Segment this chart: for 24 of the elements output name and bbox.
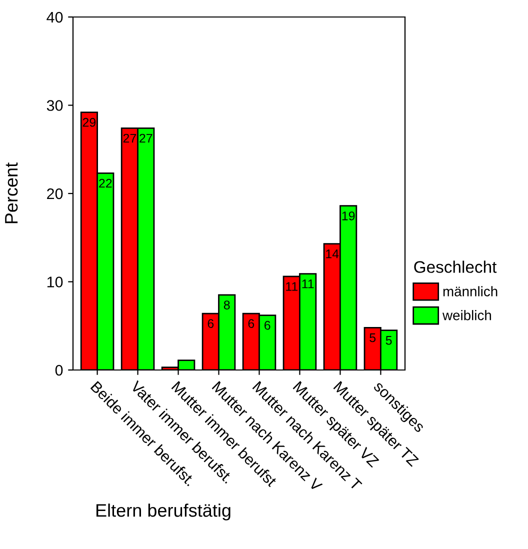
x-axis-title: Eltern berufstätig (96, 504, 230, 520)
data-label: 19 (342, 211, 355, 220)
legend-label: weiblich (442, 310, 492, 320)
data-label: 27 (140, 134, 152, 143)
data-label: 6 (248, 319, 254, 328)
data-label: 29 (82, 118, 96, 127)
data-label: 22 (99, 178, 112, 188)
y-tick-label: 40 (46, 12, 63, 23)
y-tick-label: 10 (47, 276, 63, 288)
y-tick-label: 30 (46, 100, 63, 111)
data-label: 5 (386, 336, 392, 345)
data-label: 27 (123, 134, 136, 143)
data-label: 8 (224, 300, 230, 310)
y-tick-label: 20 (47, 188, 63, 200)
y-axis-title: Percent (5, 162, 18, 224)
data-label: 6 (208, 319, 214, 328)
data-label: 11 (302, 280, 314, 288)
data-label: 11 (286, 282, 298, 291)
data-label: 6 (264, 320, 270, 330)
data-label: 14 (326, 250, 339, 258)
y-tick-label: 0 (55, 364, 63, 376)
data-label: 5 (370, 333, 376, 342)
legend-title: Geschlecht (414, 260, 497, 273)
legend-label: männlich (443, 286, 498, 296)
